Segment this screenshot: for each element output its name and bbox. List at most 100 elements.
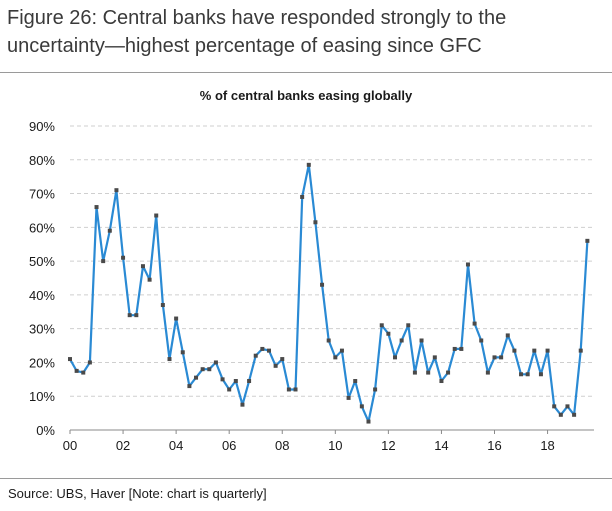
data-point [452,346,457,351]
y-tick-label: 60% [29,220,55,235]
data-point [572,412,577,417]
data-point [353,379,358,384]
data-point [101,259,106,264]
data-point [160,303,165,308]
data-point [154,213,159,218]
data-point [346,395,351,400]
data-point [432,355,437,360]
data-point [121,255,126,260]
data-point [399,338,404,343]
data-point [187,384,192,389]
data-point [439,379,444,384]
x-tick-label: 08 [275,438,289,453]
data-point [532,348,537,353]
y-tick-label: 40% [29,288,55,303]
data-point [81,370,86,375]
data-point [94,205,99,210]
data-point [558,412,563,417]
data-point [286,387,291,392]
data-point [492,355,497,360]
data-point [505,333,510,338]
chart-title: % of central banks easing globally [199,88,413,103]
x-tick-label: 06 [222,438,236,453]
data-point [339,348,344,353]
y-tick-label: 0% [36,423,55,438]
data-point [107,228,112,233]
data-point [320,282,325,287]
data-point [220,377,225,382]
data-point [147,277,152,282]
series-line [69,163,589,423]
source-note: Source: UBS, Haver [Note: chart is quart… [8,486,267,501]
x-tick-label: 10 [328,438,342,453]
x-tick-label: 02 [116,438,130,453]
data-point [419,338,424,343]
data-point [167,357,172,362]
series-easing [68,162,590,424]
data-point [512,348,517,353]
data-point [273,363,278,368]
data-point [472,321,477,326]
data-point [207,367,212,372]
data-point [545,348,550,353]
data-point [74,368,79,373]
data-point [233,379,238,384]
data-point [446,370,451,375]
figure-title: Figure 26: Central banks have responded … [7,7,507,57]
data-point [578,348,583,353]
data-point [127,313,132,318]
data-point [194,375,199,380]
data-point [519,372,524,377]
data-point [485,370,490,375]
data-point [114,188,119,193]
data-point [266,348,271,353]
data-point [174,316,179,321]
data-point [412,370,417,375]
data-point [260,346,265,351]
data-point [525,372,530,377]
y-tick-label: 50% [29,254,55,269]
x-tick-label: 00 [63,438,77,453]
data-point [499,355,504,360]
x-tick-label: 14 [434,438,448,453]
data-point [479,338,484,343]
data-point [326,338,331,343]
x-tick-label: 04 [169,438,183,453]
data-point [87,360,92,365]
x-axis-labels: 00 02 04 06 08 10 12 14 16 18 [63,438,555,453]
data-point [253,353,258,358]
data-point [585,238,590,243]
x-tick-label: 12 [381,438,395,453]
data-point [293,387,298,392]
data-point [140,264,145,269]
data-point [300,194,305,199]
data-point [393,355,398,360]
data-point [552,404,557,409]
data-point [379,323,384,328]
x-tick-label: 16 [487,438,501,453]
x-axis [69,429,594,434]
top-divider [0,72,612,73]
bottom-divider [0,478,612,479]
data-point [200,367,205,372]
y-tick-label: 10% [29,389,55,404]
y-tick-label: 90% [29,119,55,134]
x-tick-label: 18 [540,438,554,453]
data-point [134,313,139,318]
data-point [333,355,338,360]
data-point [538,372,543,377]
y-tick-label: 20% [29,355,55,370]
data-point [359,404,364,409]
y-tick-label: 70% [29,187,55,202]
y-tick-label: 30% [29,322,55,337]
data-point [426,370,431,375]
data-point [306,162,311,167]
line-chart: 0% 10% 20% 30% 40% 50% 60% 70% 80% 90% 00 02 04 06 08… [29,119,594,453]
data-point [180,350,185,355]
y-axis-labels: 0% 10% 20% 30% 40% 50% 60% 70% 80% 90% [29,119,55,438]
data-point [386,331,391,336]
data-point [280,357,285,362]
data-point [68,357,72,362]
data-point [313,220,318,225]
data-point [240,402,245,407]
